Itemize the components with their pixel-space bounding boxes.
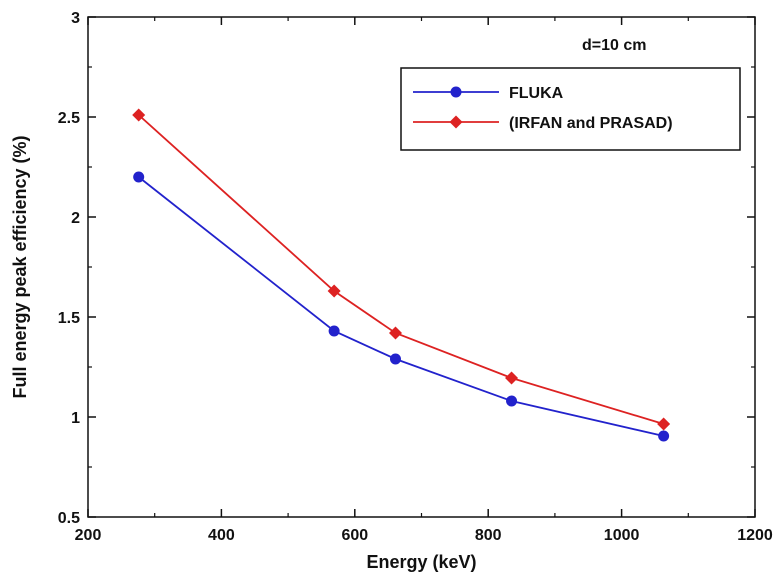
- legend-marker: [450, 86, 462, 98]
- data-point: [389, 353, 401, 365]
- y-tick-label: 2.5: [58, 110, 80, 127]
- legend-label: (IRFAN and PRASAD): [509, 115, 673, 132]
- distance-annotation: d=10 cm: [582, 37, 646, 54]
- axes-layer: 200 400 600 800 1000 1200 0.5 1 1.5 2 2.5 3: [58, 10, 773, 544]
- legend: FLUKA (IRFAN and PRASAD): [400, 67, 741, 151]
- data-point: [658, 430, 670, 442]
- x-tick-label: 1200: [737, 527, 773, 544]
- y-tick-label: 2: [71, 210, 80, 227]
- series-line: [138, 176, 664, 437]
- x-tick-label: 600: [341, 527, 368, 544]
- series-irfan-prasad: [132, 108, 671, 431]
- x-tick-label: 200: [75, 527, 102, 544]
- series-fluka: [133, 171, 670, 442]
- data-point: [133, 171, 145, 183]
- legend-label: FLUKA: [509, 85, 564, 102]
- y-axis-title: Full energy peak efficiency (%): [10, 135, 30, 398]
- series-line: [138, 114, 664, 425]
- data-point: [388, 326, 402, 340]
- data-point: [328, 325, 340, 337]
- x-tick-label: 400: [208, 527, 235, 544]
- legend-marker: [449, 115, 463, 129]
- y-tick-label: 3: [71, 10, 80, 27]
- data-point: [657, 417, 671, 431]
- series-layer: [132, 108, 671, 442]
- legend-box: [400, 67, 741, 151]
- x-tick-label: 1000: [604, 527, 640, 544]
- x-tick-label: 800: [475, 527, 502, 544]
- data-point: [327, 284, 341, 298]
- y-tick-label: 1: [71, 410, 80, 427]
- data-point: [506, 395, 518, 407]
- x-axis-title: Energy (keV): [366, 552, 476, 572]
- data-point: [132, 108, 146, 122]
- y-tick-label: 1.5: [58, 310, 80, 327]
- data-point: [505, 371, 519, 385]
- y-tick-label: 0.5: [58, 510, 80, 527]
